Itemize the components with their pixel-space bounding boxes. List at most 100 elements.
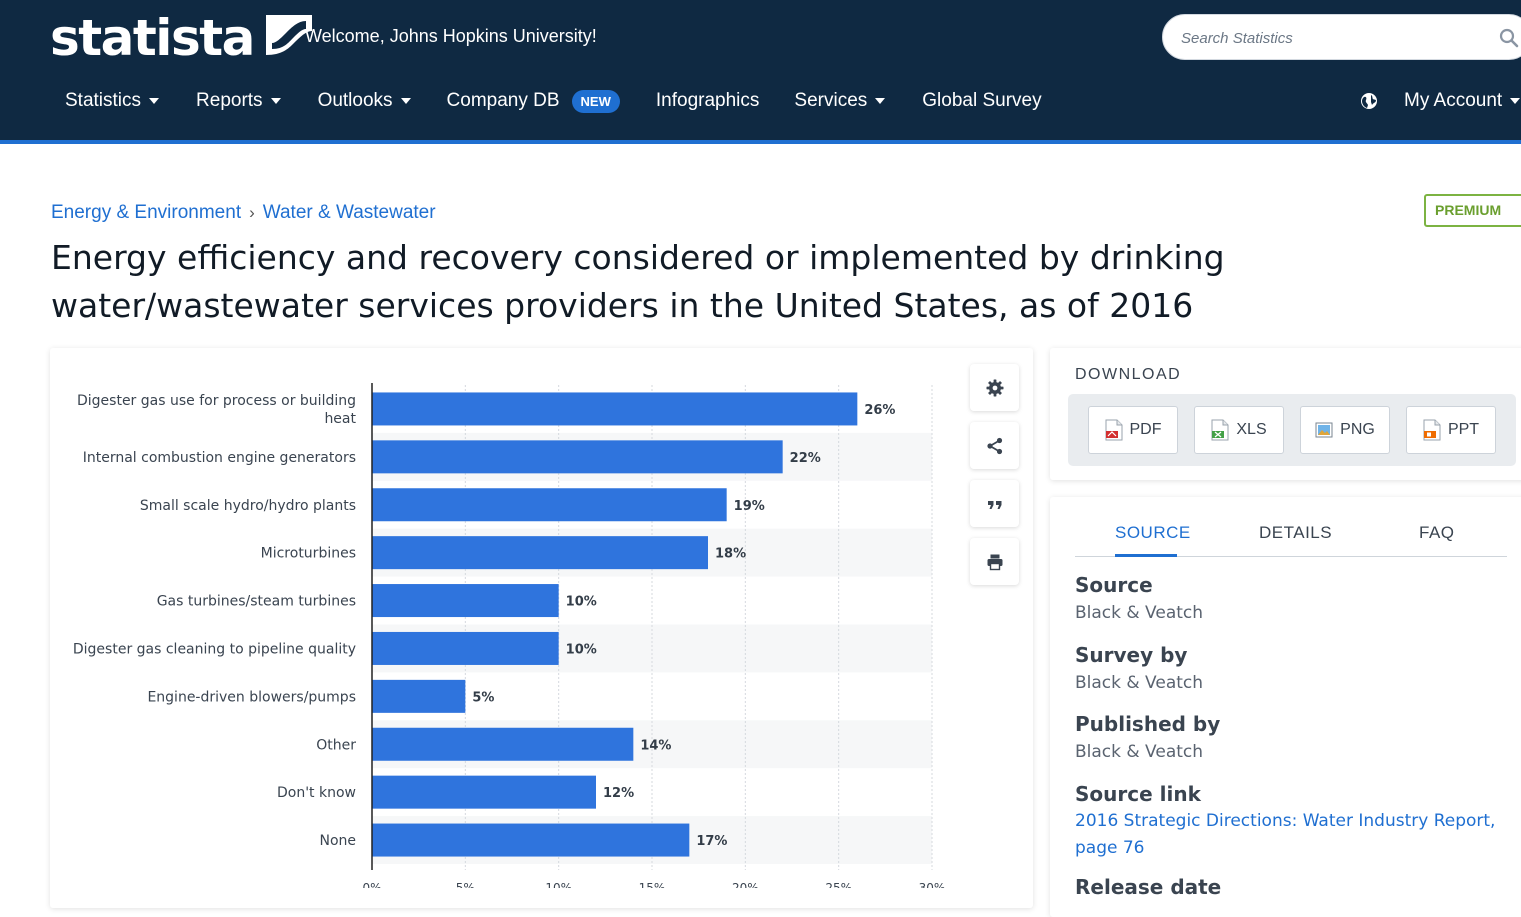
ppt-file-icon xyxy=(1423,419,1441,441)
print-button[interactable] xyxy=(970,538,1019,585)
bar-value-label: 18% xyxy=(715,547,746,562)
source-value: Black & Veatch xyxy=(1075,603,1204,623)
x-tick-label: 20% xyxy=(732,881,759,888)
published-by-value: Black & Veatch xyxy=(1075,742,1204,762)
source-link-label: Source link xyxy=(1075,782,1201,806)
x-tick-label: 10% xyxy=(545,881,572,888)
breadcrumb-water-wastewater[interactable]: Water & Wastewater xyxy=(262,202,436,223)
x-tick-label: 5% xyxy=(456,881,475,888)
png-file-icon xyxy=(1315,422,1333,438)
new-badge: NEW xyxy=(571,89,620,113)
x-tick-label: 30% xyxy=(919,881,946,888)
chevron-down-icon xyxy=(1510,98,1521,104)
main-nav: Statistics Reports Outlooks Company DB N… xyxy=(65,86,1042,116)
quote-icon xyxy=(987,500,1001,509)
category-label: Digester gas cleaning to pipeline qualit… xyxy=(73,641,356,657)
category-label: Digester gas use for process or building xyxy=(77,393,356,409)
gear-icon xyxy=(986,379,1003,396)
source-link[interactable]: 2016 Strategic Directions: Water Industr… xyxy=(1075,811,1496,858)
tab-details[interactable]: DETAILS xyxy=(1259,523,1333,542)
release-date-label: Release date xyxy=(1075,875,1222,899)
breadcrumb-separator: › xyxy=(249,203,255,222)
download-card: DOWNLOAD PDF XLS xyxy=(1050,348,1521,480)
nav-services-label: Services xyxy=(794,90,868,111)
premium-label: PREMIUM xyxy=(1435,202,1502,218)
category-label: heat xyxy=(324,411,356,427)
bar xyxy=(372,679,466,713)
bar xyxy=(372,536,708,570)
page-title: Energy efficiency and recovery considere… xyxy=(51,238,1225,325)
bar xyxy=(372,775,596,809)
bar xyxy=(372,727,634,761)
search-input[interactable] xyxy=(1181,26,1471,50)
chevron-down-icon xyxy=(270,98,281,104)
nav-global-survey-label: Global Survey xyxy=(922,90,1042,111)
x-tick-label: 15% xyxy=(639,881,666,888)
chevron-down-icon xyxy=(149,98,160,104)
bar-value-label: 17% xyxy=(696,834,727,849)
nav-company-db-label: Company DB xyxy=(446,90,560,111)
download-options: PDF XLS PNG xyxy=(1068,394,1516,466)
pdf-file-icon xyxy=(1105,419,1122,441)
download-png-label: PNG xyxy=(1340,421,1375,438)
search-icon[interactable] xyxy=(1499,28,1519,48)
nav-global-survey[interactable]: Global Survey xyxy=(922,90,1041,112)
nav-infographics-label: Infographics xyxy=(655,90,760,111)
tab-faq[interactable]: FAQ xyxy=(1419,523,1455,542)
download-label: DOWNLOAD xyxy=(1075,366,1182,383)
header-accent-stripe xyxy=(0,140,1521,144)
published-by-label: Published by xyxy=(1075,712,1221,736)
download-xls-button[interactable]: XLS xyxy=(1194,406,1284,454)
nav-company-db[interactable]: Company DB NEW xyxy=(446,89,620,113)
nav-services[interactable]: Services xyxy=(794,90,886,112)
breadcrumb-energy-environment[interactable]: Energy & Environment xyxy=(51,202,242,223)
tab-source[interactable]: SOURCE xyxy=(1115,523,1191,542)
bar-value-label: 12% xyxy=(603,786,634,801)
welcome-message: Welcome, Johns Hopkins University! xyxy=(305,26,597,46)
bar xyxy=(372,488,727,522)
bar-value-label: 14% xyxy=(640,738,671,753)
nav-statistics[interactable]: Statistics xyxy=(65,90,160,112)
category-label: Internal combustion engine generators xyxy=(83,450,356,466)
download-png-button[interactable]: PNG xyxy=(1300,406,1390,454)
bar-value-label: 10% xyxy=(566,595,597,610)
bar-value-label: 10% xyxy=(566,642,597,657)
breadcrumb: Energy & Environment › Water & Wastewate… xyxy=(51,202,436,224)
globe-icon[interactable] xyxy=(1360,92,1378,110)
download-pdf-button[interactable]: PDF xyxy=(1088,406,1178,454)
share-button[interactable] xyxy=(970,422,1019,469)
category-label: Other xyxy=(316,737,356,753)
nav-statistics-label: Statistics xyxy=(65,90,142,111)
logo-text: statista xyxy=(50,9,255,67)
active-tab-underline xyxy=(1115,554,1177,557)
nav-reports-label: Reports xyxy=(196,90,263,111)
nav-infographics[interactable]: Infographics xyxy=(656,90,760,112)
download-ppt-button[interactable]: PPT xyxy=(1406,406,1496,454)
bar xyxy=(372,584,559,618)
download-ppt-label: PPT xyxy=(1447,421,1480,438)
category-label: Don't know xyxy=(277,785,356,801)
logo-mark-icon xyxy=(265,15,312,61)
source-card: SOURCE DETAILS FAQ Source Black & Veatch… xyxy=(1050,497,1521,917)
print-icon xyxy=(987,554,1002,570)
premium-badge: PREMIUM xyxy=(1424,194,1521,227)
category-label: Microturbines xyxy=(261,546,356,562)
bar-value-label: 26% xyxy=(864,403,895,418)
bar-chart: 26% Digester gas use for process or build… xyxy=(73,383,946,888)
statista-logo[interactable]: statista xyxy=(50,10,312,66)
bar xyxy=(372,631,559,665)
share-icon xyxy=(986,437,1002,454)
chart-card: 26% Digester gas use for process or build… xyxy=(50,348,1033,908)
category-label: Gas turbines/steam turbines xyxy=(157,594,356,610)
top-header: statista Welcome, Johns Hopkins Universi… xyxy=(0,0,1521,140)
chevron-down-icon xyxy=(400,98,411,104)
my-account-menu[interactable]: My Account xyxy=(1404,90,1521,112)
bar xyxy=(372,392,858,426)
nav-outlooks[interactable]: Outlooks xyxy=(318,90,411,112)
nav-reports[interactable]: Reports xyxy=(196,90,281,112)
cite-button[interactable] xyxy=(970,480,1019,527)
search-box[interactable] xyxy=(1162,14,1521,60)
nav-right: My Account xyxy=(1360,86,1521,116)
settings-button[interactable] xyxy=(970,364,1019,411)
category-label: Small scale hydro/hydro plants xyxy=(140,498,356,514)
